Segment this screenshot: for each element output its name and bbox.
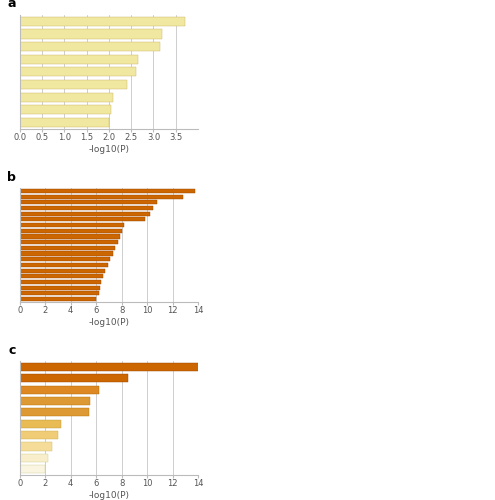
- Bar: [20, 386, 99, 394]
- Text: b: b: [7, 170, 16, 183]
- Bar: [20, 397, 90, 405]
- Text: a: a: [8, 0, 16, 10]
- Bar: [20, 223, 124, 227]
- Bar: [20, 362, 204, 371]
- Bar: [20, 465, 45, 473]
- X-axis label: -log10(P): -log10(P): [89, 318, 129, 327]
- Bar: [20, 268, 105, 272]
- Bar: [20, 42, 160, 51]
- Bar: [20, 92, 113, 102]
- Text: c: c: [9, 344, 16, 356]
- Bar: [20, 118, 109, 127]
- Bar: [20, 194, 183, 198]
- Bar: [20, 212, 149, 216]
- Bar: [20, 200, 157, 204]
- Bar: [20, 218, 145, 222]
- X-axis label: -log10(P): -log10(P): [89, 145, 129, 154]
- Bar: [20, 246, 115, 250]
- Bar: [20, 442, 51, 450]
- Bar: [20, 240, 118, 244]
- Bar: [20, 30, 162, 38]
- Bar: [20, 280, 101, 284]
- Bar: [20, 68, 136, 76]
- Bar: [20, 17, 185, 26]
- Bar: [20, 292, 99, 296]
- Bar: [20, 189, 196, 193]
- Bar: [20, 408, 89, 416]
- Bar: [20, 80, 127, 89]
- Bar: [20, 234, 120, 238]
- Bar: [20, 54, 138, 64]
- Bar: [20, 252, 113, 256]
- Bar: [20, 206, 153, 210]
- Bar: [20, 257, 110, 262]
- Bar: [20, 274, 102, 278]
- Bar: [20, 420, 60, 428]
- Bar: [20, 454, 48, 462]
- Bar: [20, 286, 100, 290]
- Bar: [20, 297, 96, 301]
- Bar: [20, 374, 128, 382]
- X-axis label: -log10(P): -log10(P): [89, 491, 129, 500]
- Bar: [20, 263, 107, 267]
- Bar: [20, 431, 58, 439]
- Bar: [20, 106, 111, 114]
- Bar: [20, 228, 122, 233]
